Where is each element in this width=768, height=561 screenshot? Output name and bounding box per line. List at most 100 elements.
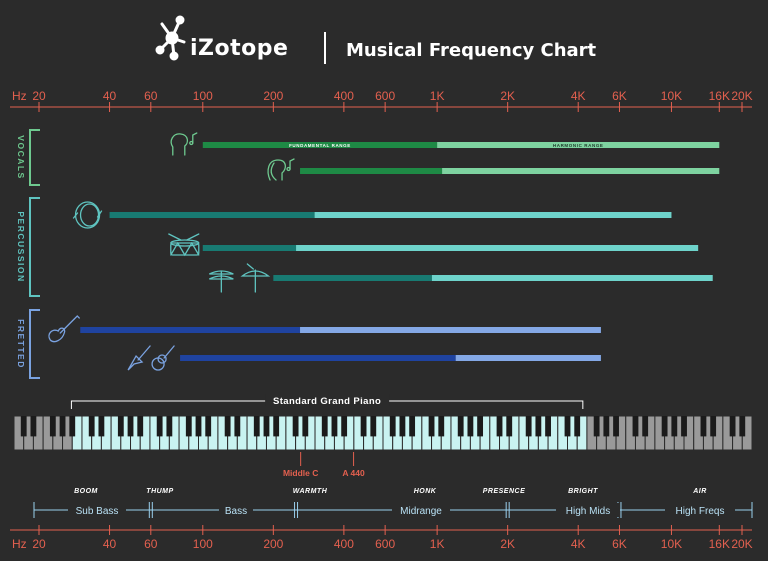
harmonic-range-bar — [314, 212, 672, 218]
piano-black-key — [593, 416, 600, 437]
izotope-logo-icon — [155, 15, 186, 61]
piano-black-key — [477, 416, 484, 437]
piano-black-key — [409, 416, 416, 437]
axis-tick-label: 200 — [263, 537, 283, 551]
axis-tick-label: 200 — [263, 89, 283, 103]
group-bracket — [29, 129, 40, 186]
piano-black-key — [739, 416, 746, 437]
cymbal-2 — [240, 270, 271, 277]
snare-drum-icon — [168, 233, 200, 257]
band-label-bg — [68, 503, 126, 517]
axis-tick-label: 20K — [731, 89, 752, 103]
band-label: High Freqs — [676, 506, 725, 517]
piano-black-key — [302, 416, 309, 437]
axis-tick-label: 16K — [709, 537, 730, 551]
axis-tick-label: 1K — [430, 89, 445, 103]
female-singer-icon — [267, 158, 295, 181]
piano-black-key — [166, 416, 173, 437]
fundamental-range-bar — [109, 212, 315, 218]
band-label: Sub Bass — [76, 506, 119, 517]
cymbal-stick — [246, 263, 254, 270]
piano-black-key — [292, 416, 299, 437]
piano-black-key — [195, 416, 202, 437]
axis-tick-label: 20 — [32, 89, 46, 103]
piano-label-bg — [265, 394, 390, 406]
fundamental-range-label: FUNDAMENTAL RANGE — [289, 143, 351, 148]
band-label-bg — [392, 503, 450, 517]
piano-black-key — [632, 416, 639, 437]
axis-tick-label: 40 — [103, 537, 117, 551]
piano-black-key — [457, 416, 464, 437]
drum-shell — [74, 201, 101, 229]
note-head — [189, 140, 194, 146]
brand-name: iZotope — [190, 36, 289, 61]
group-vocals: VOCALS FUNDAMENTAL RANGE HARMONIC RANGE — [16, 129, 720, 186]
band-label: High Mids — [566, 506, 610, 517]
piano-black-key — [613, 416, 619, 437]
axis-tick-label: 400 — [334, 89, 354, 103]
piano-marker-label: Middle C — [283, 468, 318, 478]
group-fretted: FRETTED — [16, 309, 601, 379]
piano-black-key — [438, 416, 445, 437]
guitar-neck — [59, 318, 75, 334]
drum-detail — [72, 210, 103, 219]
harmonic-range-bar — [431, 275, 713, 281]
drum-head — [79, 203, 100, 227]
piano-black-key — [117, 416, 124, 437]
axis-tick-label: 600 — [375, 89, 395, 103]
frequency-bands: Sub Bass Bass Midrange High Mids High Freqs B… — [33, 488, 753, 518]
piano-black-key — [341, 416, 348, 437]
piano-black-key — [370, 416, 377, 437]
piano-black-key — [205, 416, 212, 437]
group-percussion: PERCUSSION — [16, 197, 713, 297]
axis-tick-label: 100 — [193, 89, 213, 103]
piano-black-key — [69, 416, 76, 437]
harmonic-range-label: HARMONIC RANGE — [553, 143, 604, 148]
note — [192, 132, 198, 144]
group-label: FRETTED — [16, 319, 26, 369]
note-head — [286, 166, 291, 172]
piano-black-key — [642, 416, 649, 437]
drum-lacing — [170, 241, 200, 257]
axis-tick-label: 4K — [571, 89, 586, 103]
fundamental-range-bar — [202, 245, 297, 251]
acoustic-guitar-neck — [163, 345, 175, 359]
axis-tick-label: 2K — [500, 89, 515, 103]
chart-title: Musical Frequency Chart — [346, 40, 597, 61]
band-label-bg — [219, 503, 253, 517]
fundamental-range-bar — [273, 275, 432, 281]
band-label-bg — [665, 503, 735, 517]
bass-guitar-icon — [48, 315, 80, 343]
axis-tick-label: 16K — [709, 89, 730, 103]
piano-black-key — [88, 416, 95, 437]
piano-black-key — [681, 416, 687, 437]
piano-black-key — [273, 416, 280, 437]
header-divider — [324, 32, 326, 64]
axis-tick-label: 40 — [103, 89, 117, 103]
kick-drum-icon — [72, 201, 103, 229]
piano-black-key — [564, 416, 571, 437]
harmonic-range-bar — [300, 327, 601, 333]
axis-tick-label: 400 — [334, 537, 354, 551]
axis-tick-label: 10K — [661, 89, 682, 103]
band-descriptor: WARMTH — [293, 488, 328, 495]
drum-top — [170, 239, 200, 247]
fundamental-range-bar — [300, 168, 443, 174]
head-outline — [170, 133, 189, 156]
piano-black-key — [137, 416, 144, 437]
piano-black-key — [535, 416, 542, 437]
band-descriptor: BOOM — [74, 488, 98, 495]
piano-black-key — [700, 416, 707, 437]
hair — [270, 162, 277, 181]
bottom-frequency-axis: Hz 20 40 60 100 200 400 600 1K 2K 4K 6K 10K 16K 20K — [10, 525, 753, 551]
band-descriptor: AIR — [692, 488, 707, 495]
band-descriptor: BRIGHT — [568, 488, 598, 495]
harmonic-range-bar — [442, 168, 720, 174]
axis-tick-label: 1K — [430, 537, 445, 551]
piano-black-key — [710, 416, 717, 437]
piano-black-key — [603, 416, 610, 437]
harmonic-range-bar — [437, 142, 720, 148]
piano-black-key — [671, 416, 678, 437]
piano-label: Standard Grand Piano — [273, 396, 381, 407]
